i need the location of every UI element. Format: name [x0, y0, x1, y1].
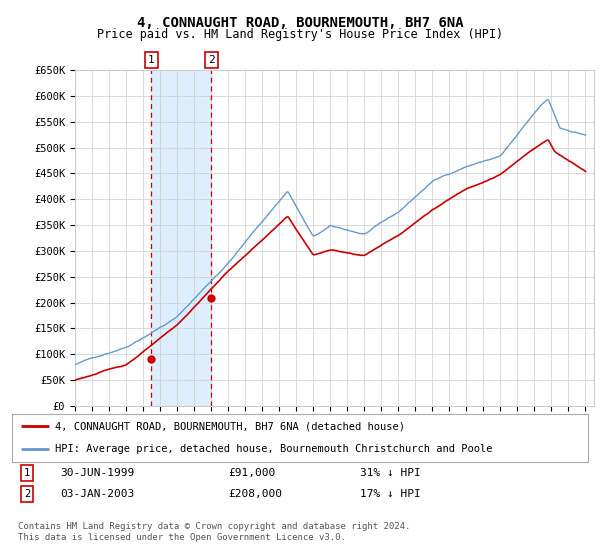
Text: 1: 1	[24, 468, 30, 478]
Text: 31% ↓ HPI: 31% ↓ HPI	[360, 468, 421, 478]
Text: 30-JUN-1999: 30-JUN-1999	[60, 468, 134, 478]
Text: HPI: Average price, detached house, Bournemouth Christchurch and Poole: HPI: Average price, detached house, Bour…	[55, 444, 493, 454]
Text: 2: 2	[208, 55, 215, 65]
Text: 03-JAN-2003: 03-JAN-2003	[60, 489, 134, 499]
Text: Contains HM Land Registry data © Crown copyright and database right 2024.: Contains HM Land Registry data © Crown c…	[18, 522, 410, 531]
Text: This data is licensed under the Open Government Licence v3.0.: This data is licensed under the Open Gov…	[18, 533, 346, 542]
Text: 2: 2	[24, 489, 30, 499]
Text: 1: 1	[148, 55, 155, 65]
Text: 4, CONNAUGHT ROAD, BOURNEMOUTH, BH7 6NA (detached house): 4, CONNAUGHT ROAD, BOURNEMOUTH, BH7 6NA …	[55, 421, 405, 431]
Text: 4, CONNAUGHT ROAD, BOURNEMOUTH, BH7 6NA: 4, CONNAUGHT ROAD, BOURNEMOUTH, BH7 6NA	[137, 16, 463, 30]
Text: 17% ↓ HPI: 17% ↓ HPI	[360, 489, 421, 499]
Text: Price paid vs. HM Land Registry's House Price Index (HPI): Price paid vs. HM Land Registry's House …	[97, 28, 503, 41]
Text: £91,000: £91,000	[228, 468, 275, 478]
Bar	[151, 70, 211, 406]
Text: £208,000: £208,000	[228, 489, 282, 499]
